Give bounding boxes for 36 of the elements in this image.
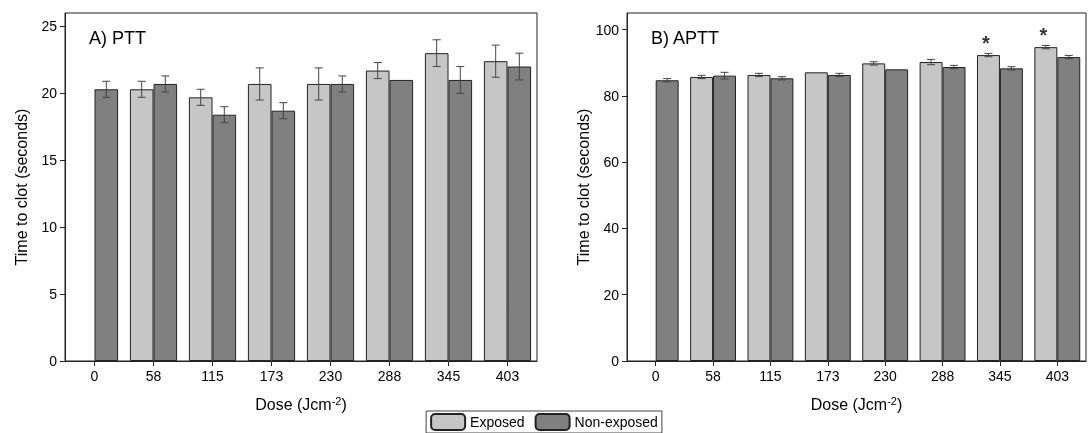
x-tick-label: 115: [759, 368, 782, 384]
x-tick-label: 288: [930, 368, 955, 384]
x-tick-label: 58: [145, 368, 162, 384]
x-tick-label: 0: [651, 368, 660, 384]
y-tick-label: 10: [41, 219, 58, 236]
x-tick-label: 403: [495, 368, 520, 384]
x-tick-label: 403: [1045, 368, 1070, 384]
x-tick-label: 0: [90, 368, 99, 384]
y-axis-title: Time to clot (seconds): [574, 108, 592, 266]
x-tick-label: 173: [816, 368, 840, 384]
legend-label: Non-exposed: [574, 414, 658, 430]
annotation: B) APTT: [651, 28, 720, 48]
y-tick-label: 20: [41, 85, 58, 102]
x-tick-label: 345: [988, 368, 1012, 384]
y-tick-label: 0: [49, 353, 58, 369]
annotation: A) PTT: [89, 28, 146, 48]
annotation: *: [982, 32, 991, 55]
x-tick-label: 230: [873, 368, 898, 384]
y-tick-label: 80: [603, 87, 620, 104]
x-tick-label: 115: [201, 368, 224, 384]
y-tick-label: 60: [603, 154, 620, 171]
x-tick-label: 230: [318, 368, 343, 384]
x-tick-label: 288: [377, 368, 402, 384]
y-tick-label: 0: [611, 353, 620, 369]
y-axis-title: Time to clot (seconds): [12, 108, 30, 266]
y-tick-label: 25: [41, 18, 58, 35]
y-tick-label: 100: [595, 21, 620, 38]
y-tick-label: 20: [603, 286, 620, 303]
y-tick-label: 40: [603, 220, 620, 237]
x-tick-label: 173: [259, 368, 284, 384]
annotation: *: [1039, 24, 1048, 47]
x-tick-label: 58: [705, 368, 722, 384]
x-tick-label: 345: [436, 368, 461, 384]
legend-label: Exposed: [470, 414, 525, 430]
y-tick-label: 15: [41, 152, 58, 169]
y-tick-label: 5: [49, 286, 58, 303]
